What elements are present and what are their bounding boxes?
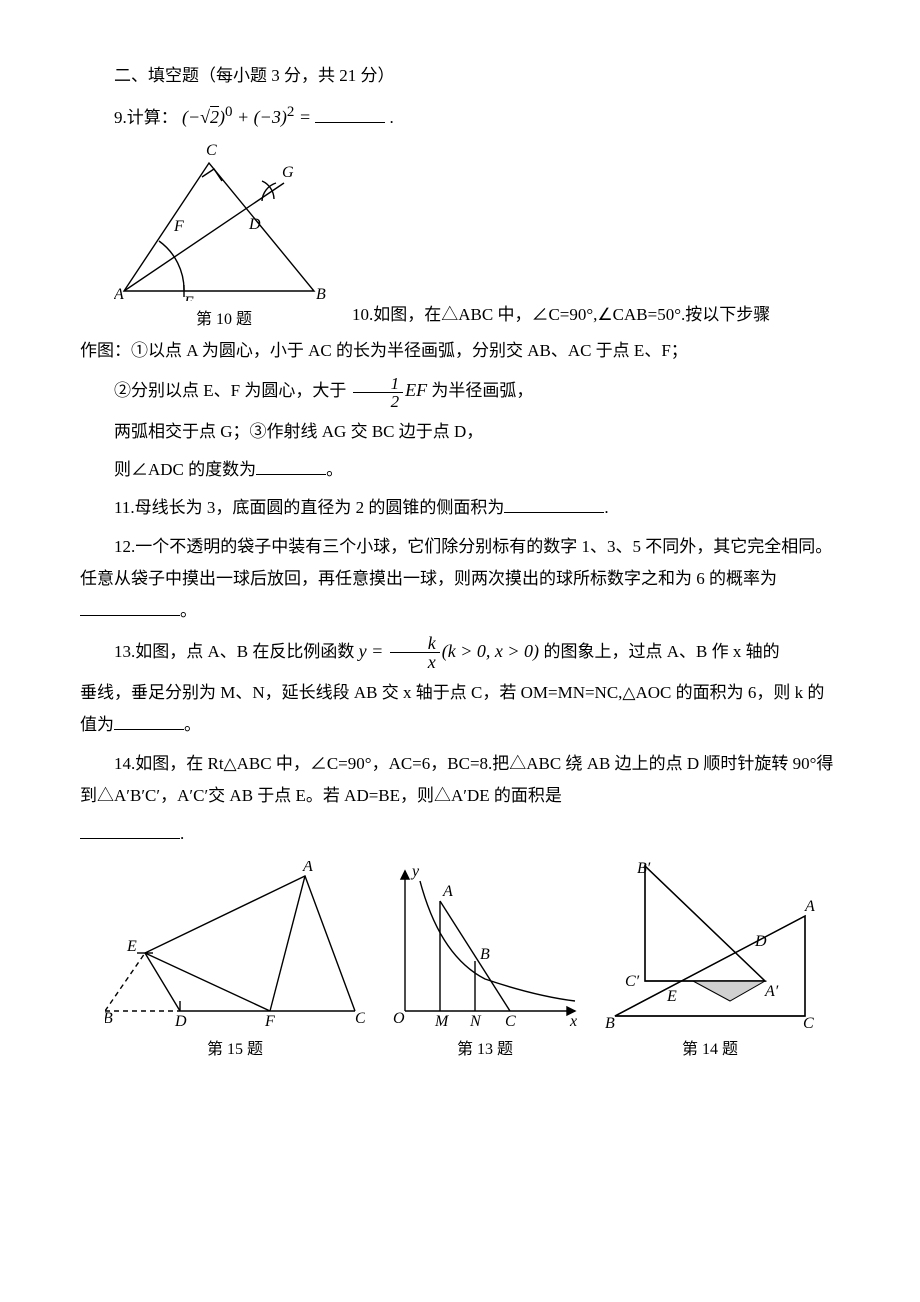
svg-text:C: C: [355, 1010, 365, 1027]
q14-blank: [80, 820, 180, 840]
svg-text:C: C: [505, 1013, 516, 1030]
svg-text:C′: C′: [625, 973, 640, 990]
fig13-label: 第 13 题: [457, 1035, 513, 1065]
svg-text:B: B: [480, 946, 490, 963]
svg-text:y: y: [410, 863, 420, 880]
svg-text:A: A: [804, 898, 815, 915]
figure-15: A B C D E F 第 15 题: [105, 861, 365, 1065]
q10-line3: 两弧相交于点 G；③作射线 AG 交 BC 边于点 D，: [80, 416, 840, 448]
q9-prefix: 9.计算：: [114, 108, 178, 127]
q10-line2: ②分别以点 E、F 为圆心，大于 12EF 为半径画弧，: [80, 373, 840, 410]
svg-text:D: D: [248, 216, 261, 233]
svg-text:B′: B′: [637, 861, 651, 877]
q11: 11.母线长为 3，底面圆的直径为 2 的圆锥的侧面积为.: [80, 492, 840, 524]
q12: 12.一个不透明的袋子中装有三个小球，它们除分别标有的数字 1、3、5 不同外，…: [80, 531, 840, 628]
q10-line1b: 作图：①以点 A 为圆心，小于 AC 的长为半径画弧，分别交 AB、AC 于点 …: [80, 335, 840, 367]
figure-10: A B C F D G E 第 10 题: [114, 141, 334, 335]
svg-text:E: E: [126, 938, 137, 955]
q12-blank: [80, 597, 180, 617]
q10-line1: 10.如图，在△ABC 中，∠C=90°,∠CAB=50°.按以下步骤: [352, 299, 840, 335]
q13b: 垂线，垂足分别为 M、N，延长线段 AB 交 x 轴于点 C，若 OM=MN=N…: [80, 677, 840, 742]
fig10-label: 第 10 题: [196, 305, 252, 335]
svg-text:D: D: [754, 933, 767, 950]
svg-text:F: F: [173, 218, 184, 235]
q9-suffix: .: [389, 108, 393, 127]
q13: 13.如图，点 A、B 在反比例函数 y = kx(k > 0, x > 0) …: [80, 634, 840, 671]
svg-text:N: N: [469, 1013, 482, 1030]
svg-text:G: G: [282, 164, 294, 181]
svg-text:A: A: [302, 861, 313, 875]
svg-text:x: x: [569, 1013, 577, 1030]
q14b: .: [80, 818, 840, 850]
svg-text:E: E: [666, 988, 677, 1005]
svg-text:B: B: [105, 1010, 113, 1027]
svg-text:D: D: [174, 1013, 187, 1030]
svg-text:M: M: [434, 1013, 450, 1030]
svg-text:B: B: [316, 286, 326, 301]
figure-13: O M N C A B x y 第 13 题: [385, 861, 585, 1065]
svg-text:C: C: [206, 142, 217, 159]
svg-text:E: E: [183, 294, 194, 301]
figure-14: A B C B′ C′ A′ D E 第 14 题: [605, 861, 815, 1065]
svg-text:A: A: [442, 883, 453, 900]
fig14-label: 第 14 题: [682, 1035, 738, 1065]
svg-text:O: O: [393, 1010, 405, 1027]
section-title: 二、填空题（每小题 3 分，共 21 分）: [80, 60, 840, 92]
q10-line4: 则∠ADC 的度数为。: [80, 454, 840, 486]
figures-row: A B C D E F 第 15 题: [80, 861, 840, 1065]
q14: 14.如图，在 Rt△ABC 中，∠C=90°，AC=6，BC=8.把△ABC …: [80, 748, 840, 813]
svg-text:A′: A′: [764, 983, 779, 1000]
q9: 9.计算： (−√2)0 + (−3)2 = .: [80, 98, 840, 134]
svg-text:B: B: [605, 1015, 615, 1031]
q9-blank: [315, 104, 385, 124]
q10-blank: [256, 455, 326, 475]
q11-blank: [504, 494, 604, 514]
fig15-label: 第 15 题: [207, 1035, 263, 1065]
q13-blank: [114, 711, 184, 731]
svg-text:F: F: [264, 1013, 275, 1030]
svg-text:C: C: [803, 1015, 814, 1031]
q9-expr: (−√2)0 + (−3)2 =: [182, 107, 311, 127]
svg-text:A: A: [114, 286, 124, 301]
